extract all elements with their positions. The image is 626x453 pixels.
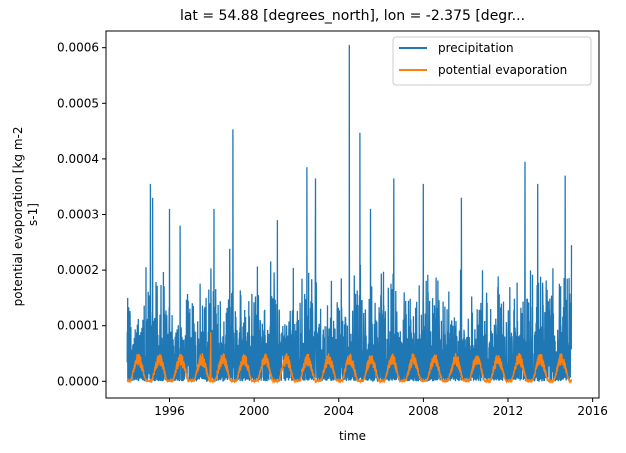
- y-tick-label: 0.0002: [57, 263, 99, 277]
- plot-area: [126, 44, 573, 385]
- x-tick-label: 2004: [323, 404, 354, 418]
- legend-box: [392, 36, 592, 86]
- y-tick-label: 0.0006: [57, 41, 99, 55]
- legend-label-potential-evaporation: potential evaporation: [438, 63, 567, 77]
- x-tick-label: 2016: [577, 404, 608, 418]
- y-axis-label-line1: potential evaporation [kg m-2: [11, 127, 25, 307]
- y-tick-label: 0.0003: [57, 208, 99, 222]
- series-line-precipitation: [126, 44, 573, 383]
- y-axis-ticks: 0.0000 0.0001 0.0002 0.0003 0.0004 0.0005 0.00…: [57, 41, 106, 388]
- x-tick-label: 2012: [493, 404, 524, 418]
- series-line-potential-evaporation: [126, 332, 573, 385]
- x-tick-label: 2008: [408, 404, 439, 418]
- legend: precipitation potential evaporation: [392, 36, 592, 86]
- y-tick-label: 0.0005: [57, 96, 99, 110]
- legend-label-precipitation: precipitation: [438, 41, 514, 55]
- x-axis-label: time: [339, 429, 366, 443]
- y-axis-label: potential evaporation [kg m-2 s-1]: [11, 123, 40, 307]
- y-tick-label: 0.0000: [57, 374, 99, 388]
- y-tick-label: 0.0001: [57, 319, 99, 333]
- y-axis-label-line2: s-1]: [26, 203, 40, 226]
- x-axis-ticks: 1996 2000 2004 2008 2012 2016: [154, 398, 608, 418]
- chart-title: lat = 54.88 [degrees_north], lon = -2.37…: [180, 8, 525, 24]
- x-tick-label: 2000: [239, 404, 270, 418]
- x-tick-label: 1996: [154, 404, 185, 418]
- y-tick-label: 0.0004: [57, 152, 99, 166]
